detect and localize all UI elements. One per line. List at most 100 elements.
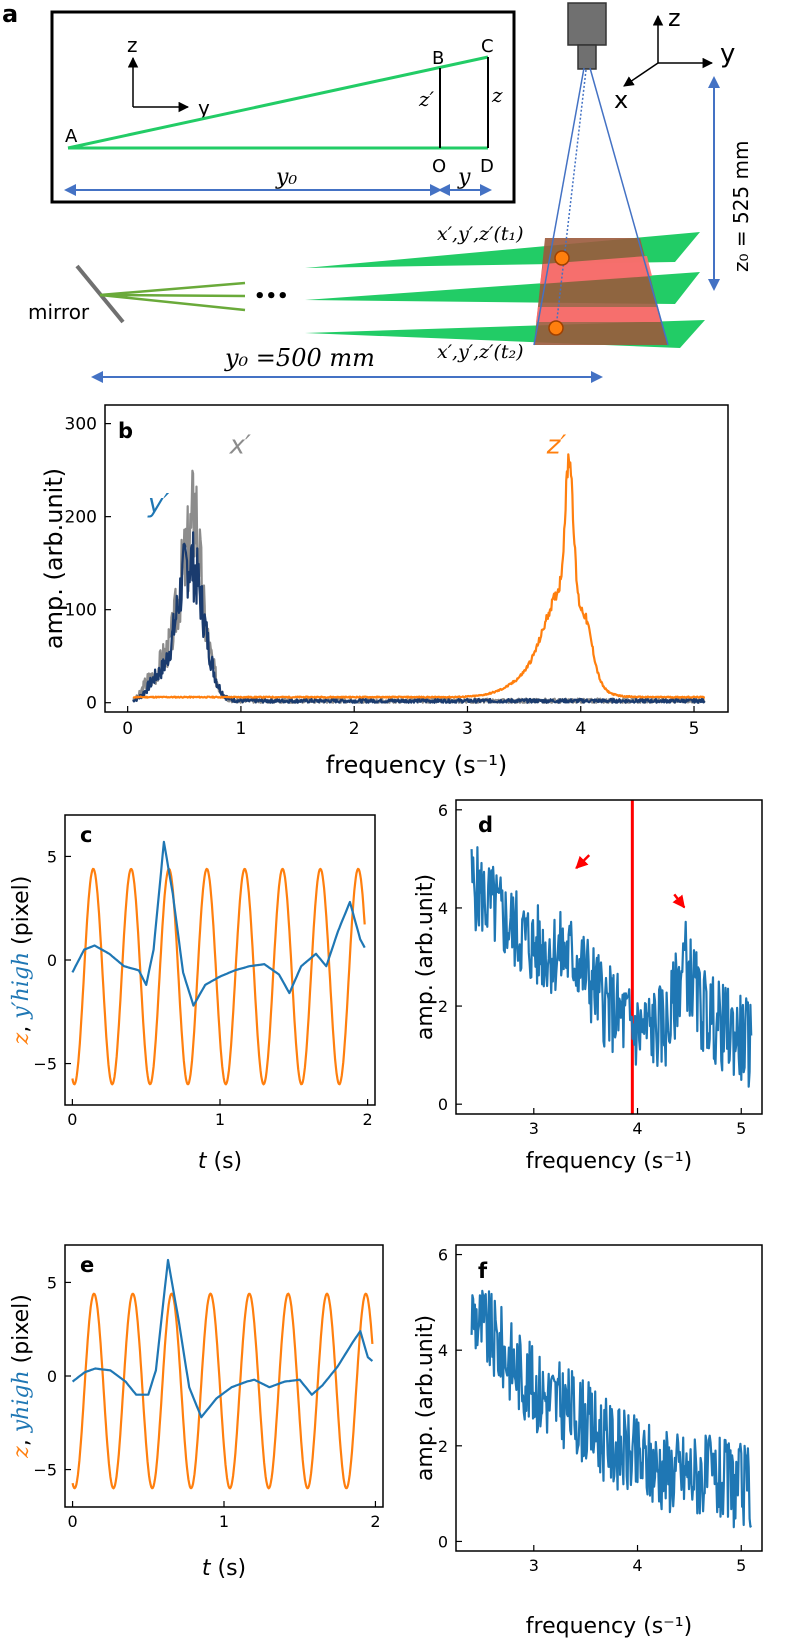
beam-middle [99, 293, 246, 298]
series-x′ [132, 469, 706, 704]
fov-ray-center [555, 69, 587, 329]
panel-a-label: a [2, 0, 18, 28]
overlap-band-top [540, 256, 652, 284]
x-axis-label: t (s) [202, 1556, 246, 1581]
beam-lower [99, 293, 246, 312]
y-tick-label: 5 [47, 1273, 57, 1292]
inset-slope-line [67, 55, 489, 150]
x-tick-label: 0 [67, 1110, 77, 1129]
series-z′ [132, 453, 706, 699]
inset-axis-z: z [127, 33, 138, 57]
series-y′ [132, 531, 706, 704]
y-tick-label: 100 [65, 601, 97, 621]
x-tick-label: 3 [529, 1556, 539, 1575]
x-axis-label-var: t [202, 1556, 212, 1581]
x-tick-label: 4 [632, 1119, 642, 1138]
fov-ray-right [589, 67, 669, 346]
camera [567, 2, 607, 70]
camera-axis-x-label: x [614, 86, 628, 114]
inset-label-z-prime: z′ [418, 87, 435, 111]
y-tick-label: −5 [33, 1055, 57, 1074]
inset-label-y0: y₀ [275, 165, 297, 190]
y-tick-label: 6 [438, 801, 448, 820]
x-axis-label: frequency (s⁻¹) [326, 751, 508, 779]
inset-frame [50, 10, 516, 204]
y-axis-label-sep: , [9, 1432, 34, 1446]
y-axis-label-unit: (pixel) [9, 876, 34, 952]
y-axis-label-sep: , [9, 1019, 34, 1033]
inset-point-D: D [480, 156, 494, 177]
inset-point-B: B [432, 48, 444, 69]
camera-axis-z-label: z [668, 4, 681, 32]
panel-label: d [478, 813, 493, 837]
series-y′high [470, 846, 753, 1088]
inset-axis-y: y [198, 96, 210, 120]
y-axis-label: z, yhigh (pixel) [9, 1294, 34, 1459]
x-tick-label: 5 [736, 1119, 746, 1138]
x-tick-label: 1 [236, 719, 247, 739]
chart-f: 3 4 5 0 2 4 6 f frequency (s⁻¹) amp. (arb.unit) [413, 1244, 763, 1639]
plot-frame [104, 404, 729, 713]
y-axis-label-unit: (pixel) [9, 1294, 34, 1370]
y-tick-label: 2 [438, 997, 448, 1016]
x-tick-label: 3 [529, 1119, 539, 1138]
y-axis-label-y: y′high [9, 952, 34, 1020]
peak-arrow [575, 854, 591, 870]
chart-d: 3 4 5 0 2 4 6 d frequency (s⁻¹) amp. (arb.unit) [413, 799, 763, 1174]
panel-label: c [80, 823, 92, 847]
y-tick-label: 2 [438, 1437, 448, 1456]
chart-c: 0 1 2 −5 0 5 c t (s) z, y′high (pixel) [9, 814, 376, 1174]
panel-label: f [478, 1259, 488, 1283]
y-tick-label: 4 [438, 899, 448, 918]
geometry-inset: z y A B C O D z′ z y₀ y [50, 10, 516, 204]
plot-frame [455, 799, 763, 1115]
x-tick-label: 1 [215, 1110, 225, 1129]
y-tick-label: 0 [438, 1095, 448, 1114]
y-tick-label: 5 [47, 847, 57, 866]
x-axis-label-unit: (s) [211, 1556, 247, 1581]
x-tick-label: 2 [363, 1110, 373, 1129]
y-tick-label: −5 [33, 1461, 57, 1480]
camera-body [567, 2, 607, 46]
series-yhigh [470, 1289, 753, 1529]
x-axis-label: frequency (s⁻¹) [526, 1614, 692, 1639]
inset-label-z: z [491, 83, 503, 107]
x-tick-label: 5 [736, 1556, 746, 1575]
y-axis-label-z: z [9, 1032, 34, 1045]
x-tick-label: 4 [575, 719, 586, 739]
x-tick-label: 3 [462, 719, 473, 739]
x-axis-label: t (s) [198, 1149, 242, 1174]
y-tick-label: 0 [438, 1532, 448, 1551]
inset-label-y: y [457, 165, 471, 190]
series-z [71, 1292, 374, 1490]
inset-point-C: C [481, 36, 494, 57]
inset-point-A: A [65, 126, 78, 147]
x-tick-label: 0 [67, 1512, 77, 1531]
plot-frame [455, 1244, 763, 1552]
peak-arrow [672, 893, 686, 909]
x-tick-label: 2 [370, 1512, 380, 1531]
x-tick-label: 4 [632, 1556, 642, 1575]
x-tick-label: 1 [219, 1512, 229, 1531]
ellipsis: ••• [254, 286, 289, 307]
panel-label: e [80, 1253, 94, 1277]
z0-label: z₀ = 525 mm [729, 141, 753, 272]
y-axis-label-y: yhigh [9, 1370, 34, 1433]
x-tick-label: 0 [122, 719, 133, 739]
y-tick-label: 4 [438, 1341, 448, 1360]
series-label: y′ [147, 489, 169, 519]
x-axis-label-unit: (s) [207, 1149, 243, 1174]
y-tick-label: 0 [47, 1367, 57, 1386]
camera-axis-y-label: y [720, 39, 735, 69]
particle-t2 [548, 320, 564, 336]
y-tick-label: 0 [86, 694, 97, 714]
x-tick-label: 2 [349, 719, 360, 739]
y-axis-label-z: z [9, 1446, 34, 1459]
inset-point-O: O [432, 156, 446, 177]
camera-lens [577, 44, 597, 70]
fov-ray-left [533, 67, 585, 346]
series-z [71, 867, 366, 1086]
beam-upper [99, 281, 246, 297]
y-axis-label: amp. (arb.unit) [413, 1315, 438, 1481]
